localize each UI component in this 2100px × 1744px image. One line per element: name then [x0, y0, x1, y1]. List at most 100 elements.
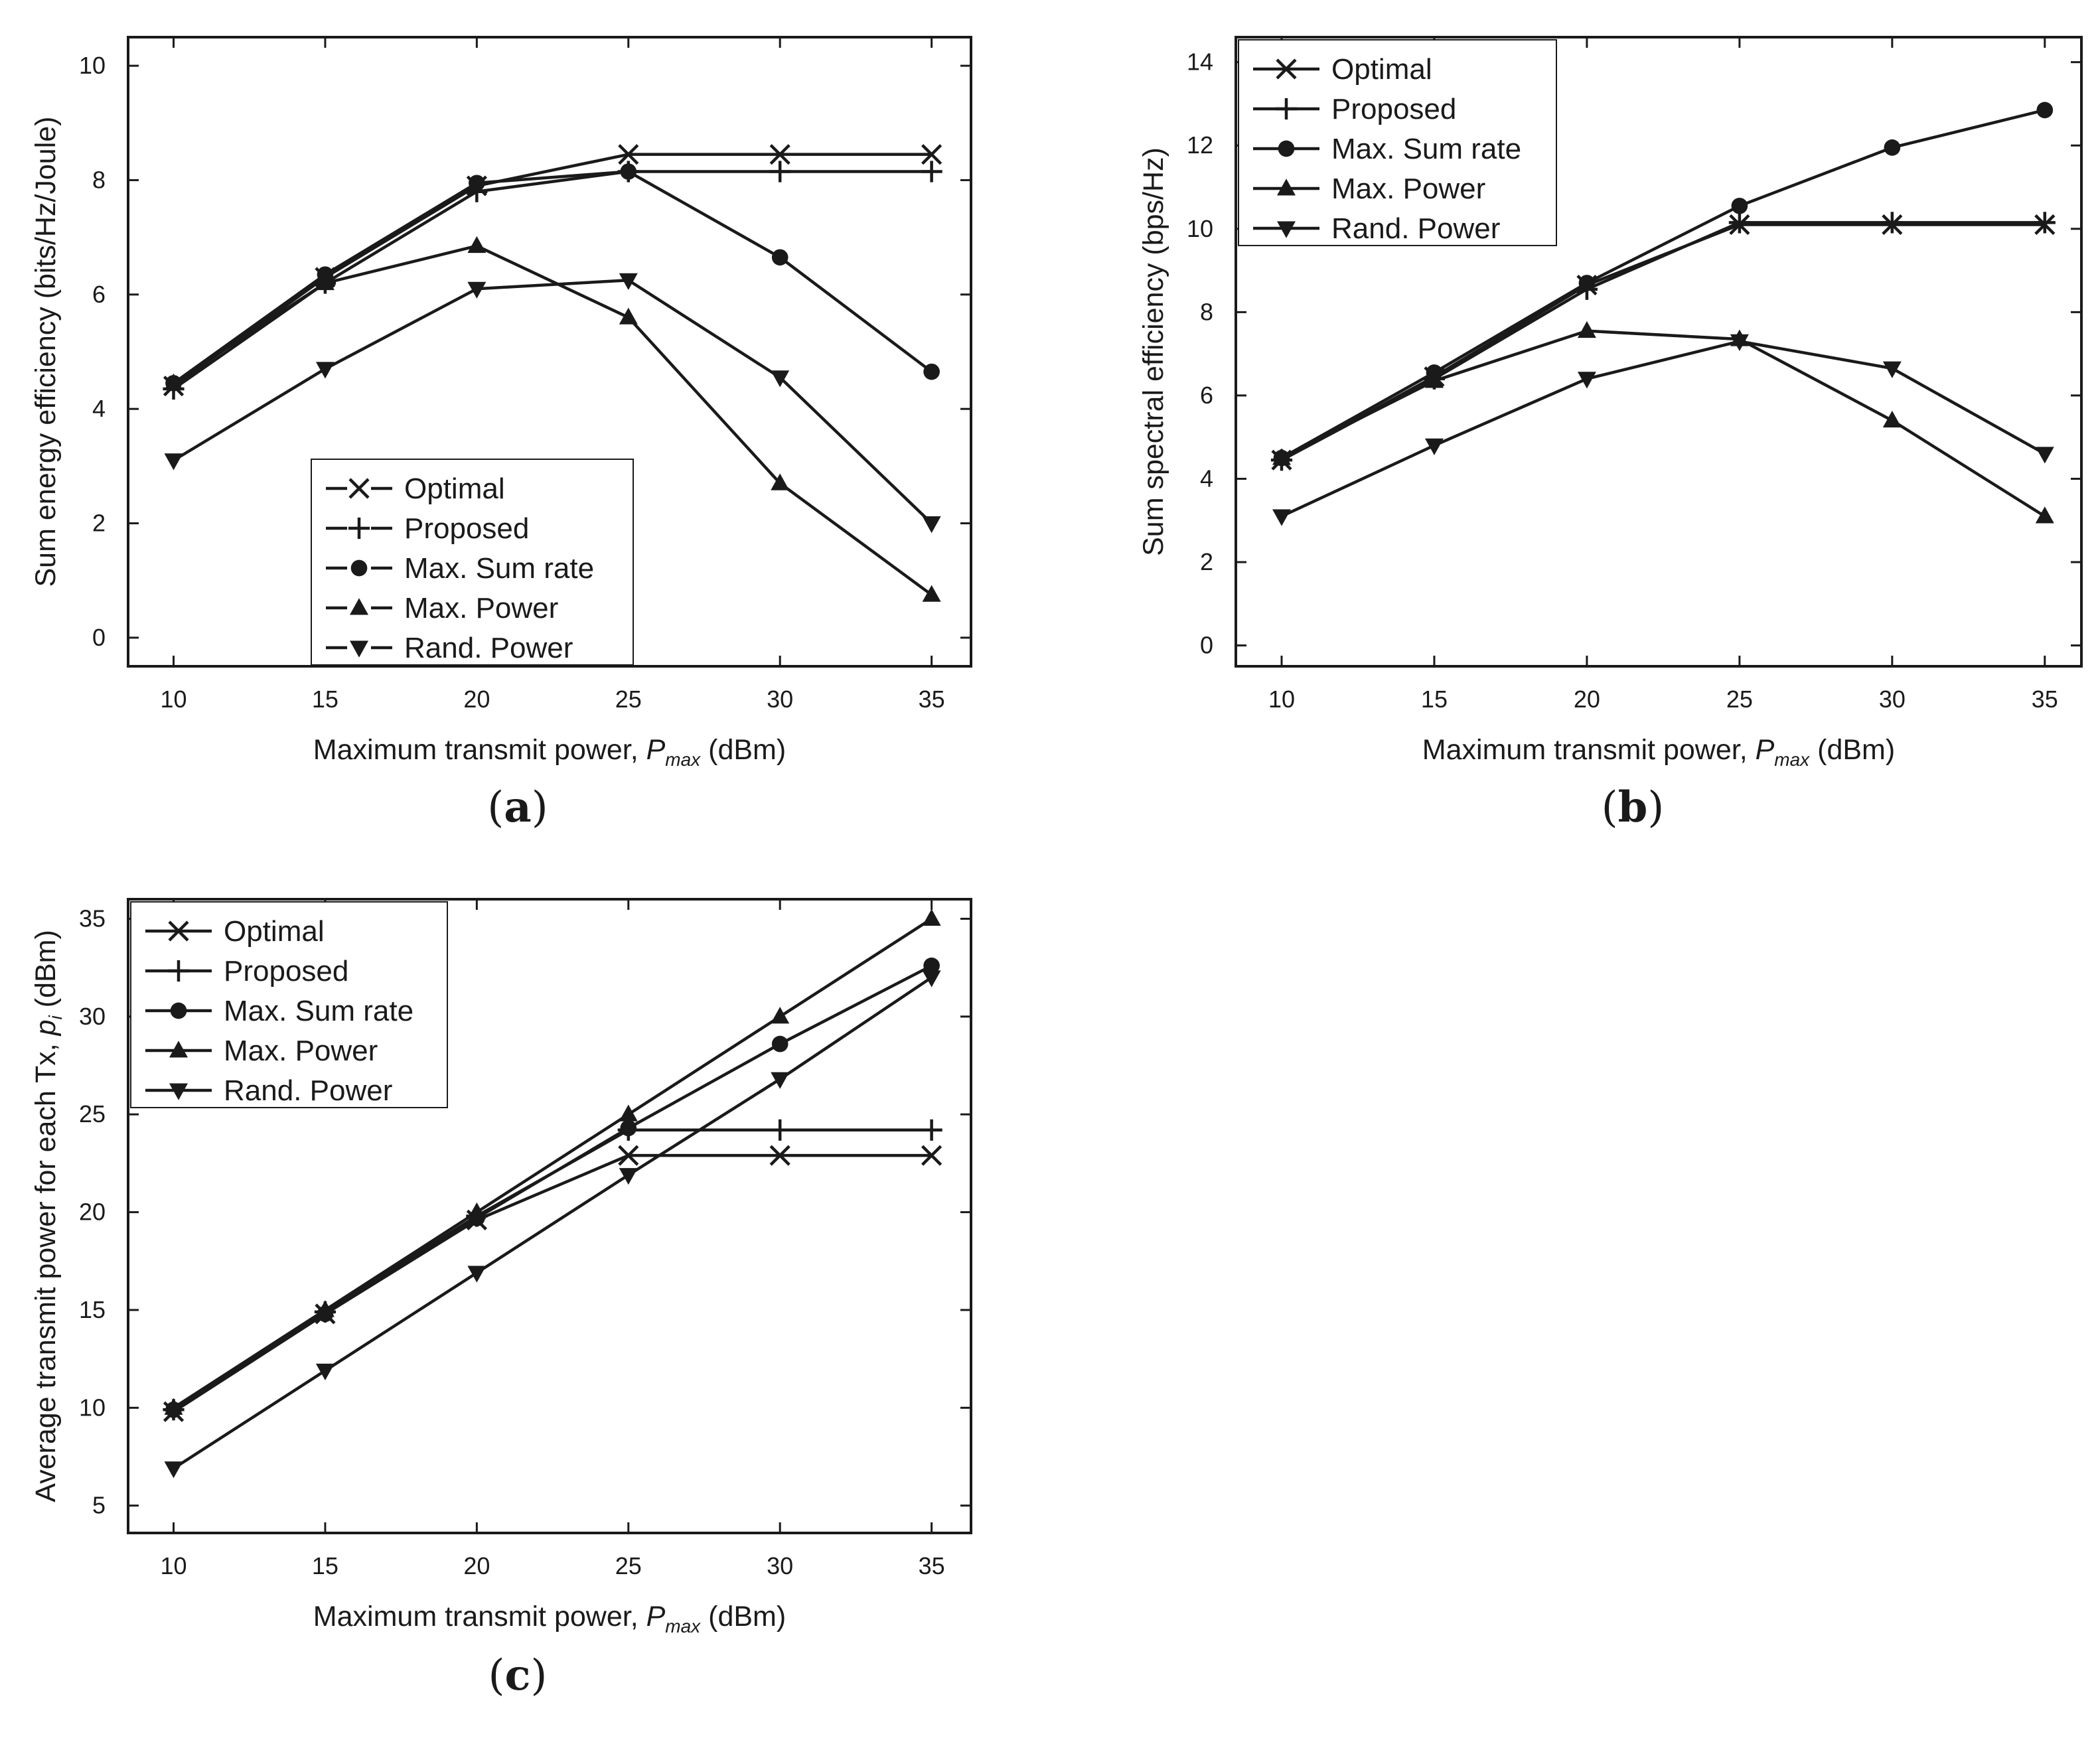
y-tick-label: 15: [79, 1296, 106, 1323]
legend-marker: [170, 1002, 187, 1019]
legend-label: Proposed: [1331, 93, 1456, 125]
series-line: [173, 153, 932, 388]
x-tick-label: 25: [615, 686, 642, 713]
data-point: [164, 453, 183, 471]
x-tick-label: 15: [312, 1552, 338, 1579]
data-point: [619, 307, 638, 325]
data-point: [1881, 212, 1903, 234]
data-point: [619, 1104, 638, 1122]
y-tick-label: 8: [92, 166, 106, 193]
data-point: [769, 161, 791, 182]
series-max-power: [1272, 321, 2054, 524]
x-tick-label: 35: [2032, 686, 2058, 713]
y-tick-label: 20: [79, 1199, 106, 1226]
y-axis-label: Sum spectral efficiency (bps/Hz): [1138, 147, 1169, 556]
data-point: [771, 370, 790, 388]
x-tick-label: 15: [1421, 686, 1448, 713]
series-line: [1280, 329, 2046, 518]
x-tick-label: 10: [161, 1552, 187, 1579]
data-point: [922, 516, 941, 534]
x-tick-label: 20: [463, 1552, 490, 1579]
legend-label: Proposed: [404, 512, 529, 545]
data-point: [922, 970, 941, 987]
legend-marker: [1278, 140, 1295, 157]
data-point: [921, 1145, 942, 1166]
legend-marker: [350, 640, 368, 658]
legend-label: Max. Power: [1331, 173, 1485, 205]
data-point: [618, 1145, 639, 1166]
data-point: [1728, 212, 1750, 234]
data-point: [467, 1266, 487, 1283]
legend-marker: [1276, 58, 1297, 80]
data-point: [922, 585, 941, 602]
panel-caption: (a): [487, 782, 548, 832]
data-point: [1884, 139, 1901, 156]
y-tick-label: 35: [79, 905, 106, 932]
legend-label: Max. Sum rate: [404, 552, 594, 585]
legend-marker: [348, 478, 370, 499]
x-tick-label: 30: [767, 686, 793, 713]
legend-label: Optimal: [224, 915, 325, 948]
x-tick-label: 25: [1726, 686, 1753, 713]
data-point: [2035, 506, 2054, 524]
legend-marker: [169, 1041, 188, 1058]
x-tick-label: 30: [1879, 686, 1906, 713]
data-point: [618, 144, 639, 165]
series-max-sum-rate: [165, 163, 940, 392]
panel-caption: (b): [1602, 782, 1665, 832]
data-point: [620, 163, 637, 180]
series-line: [1280, 221, 2045, 462]
x-tick-label: 10: [1268, 686, 1295, 713]
y-tick-label: 25: [79, 1100, 106, 1127]
x-axis-label: Maximum transmit power, Pmax (dBm): [313, 734, 786, 770]
series-rand-power: [164, 273, 941, 534]
legend-marker: [167, 960, 190, 982]
y-tick-label: 4: [92, 395, 106, 422]
legend-marker: [1277, 179, 1296, 196]
series-max-power: [164, 236, 941, 602]
y-tick-label: 6: [92, 281, 106, 308]
data-point: [469, 175, 485, 192]
data-point: [923, 363, 940, 380]
legend-label: Max. Sum rate: [1331, 133, 1521, 165]
legend-marker: [169, 1083, 188, 1100]
x-tick-label: 20: [463, 686, 490, 713]
x-axis-label: Maximum transmit power, Pmax (dBm): [1422, 734, 1895, 770]
data-point: [923, 957, 940, 974]
data-point: [164, 1461, 183, 1479]
x-axis-label: Maximum transmit power, Pmax (dBm): [313, 1601, 786, 1636]
series-line: [173, 917, 933, 1410]
legend-label: Optimal: [404, 472, 505, 505]
data-point: [315, 1363, 335, 1381]
data-point: [164, 373, 183, 390]
series-line: [173, 976, 933, 1470]
plot-frame: [1235, 36, 2083, 668]
series-line: [173, 279, 933, 525]
y-tick-label: 2: [92, 510, 106, 537]
chart-panel-c: 10 15 20 25 30 35 5 10 15 20 25 30 35 Maximum transmi…: [30, 898, 972, 1700]
data-point: [1424, 438, 1444, 455]
legend-marker: [350, 598, 368, 615]
plot-frame: [127, 36, 972, 668]
data-point: [315, 1300, 335, 1317]
data-point: [1272, 509, 1291, 526]
data-point: [467, 1202, 487, 1220]
data-point: [315, 273, 335, 291]
x-tick-label: 25: [615, 1552, 642, 1579]
x-tick-label: 10: [161, 686, 187, 713]
data-point: [619, 273, 638, 290]
data-point: [769, 1145, 790, 1166]
data-point: [922, 908, 941, 926]
data-point: [620, 1120, 637, 1137]
legend-label: Max. Power: [404, 592, 558, 624]
y-tick-label: 10: [79, 1394, 106, 1421]
data-point: [1731, 197, 1748, 214]
y-tick-label: 2: [1200, 548, 1213, 575]
series-rand-power: [164, 970, 941, 1479]
data-point: [2036, 102, 2054, 119]
legend-marker: [350, 559, 368, 577]
data-point: [921, 161, 942, 182]
legend-label: Rand. Power: [1331, 212, 1500, 245]
y-axis-label: Average transmit power for each Tx, pi (…: [30, 930, 66, 1502]
data-point: [315, 362, 335, 379]
